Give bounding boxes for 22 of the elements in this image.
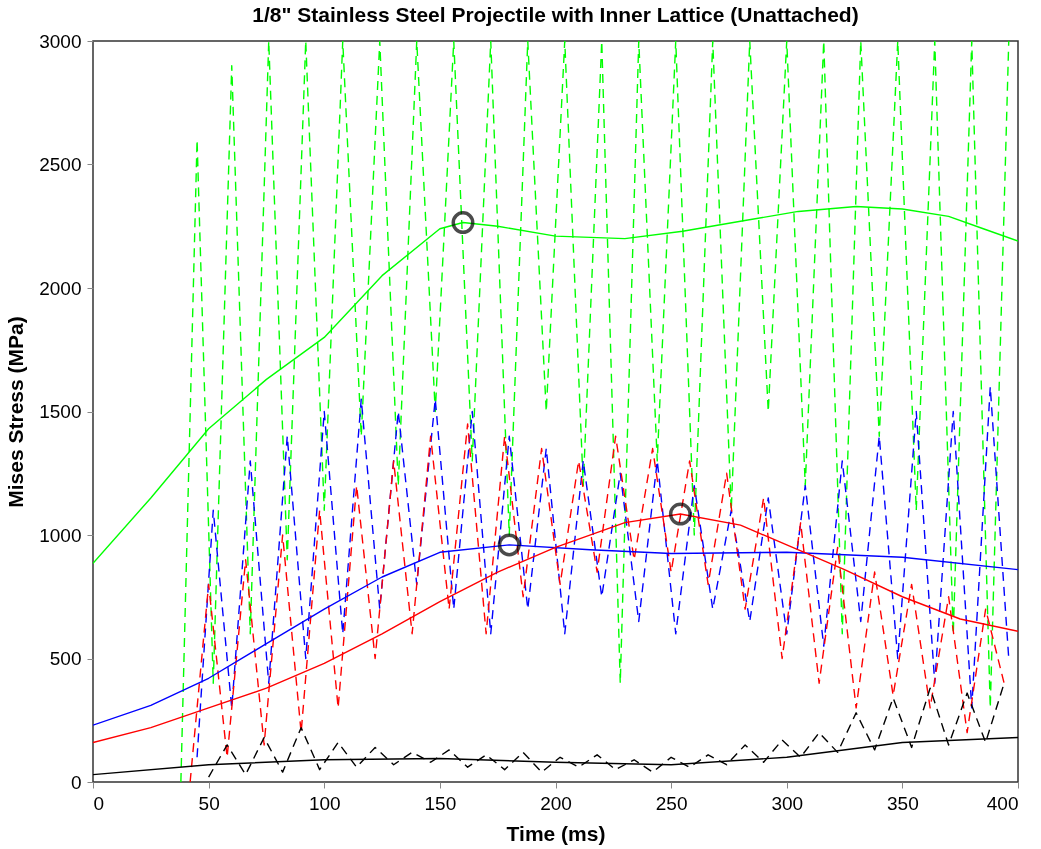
x-tick-label: 100 xyxy=(308,792,341,814)
point xyxy=(497,533,521,557)
x-tick-label: 350 xyxy=(887,792,919,814)
x-tick-label: 150 xyxy=(424,792,457,814)
chart-title: 1/8" Stainless Steel Projectile with Inner Lattice (Unattached) xyxy=(252,3,859,26)
point xyxy=(668,502,692,526)
x-tick-label: 200 xyxy=(540,792,572,814)
y-tick-label: 3000 xyxy=(39,30,82,52)
y-tick-label: 1000 xyxy=(39,524,82,546)
x-tick-label: 250 xyxy=(655,792,688,814)
x-tick-label: 50 xyxy=(198,792,220,814)
y-tick-label: 500 xyxy=(49,648,82,669)
y-tick-label: 2500 xyxy=(39,154,82,175)
x-tick-label: 400 xyxy=(986,792,1019,814)
y-tick-label: 1500 xyxy=(39,401,82,422)
y-tick-label: 0 xyxy=(70,771,82,793)
x-axis-title: Time (ms) xyxy=(506,821,606,845)
point xyxy=(451,211,475,235)
y-tick-label: 2000 xyxy=(39,277,82,299)
y-axis-title: Mises Stress (MPa) xyxy=(4,316,28,508)
x-tick-label: 300 xyxy=(771,792,804,814)
x-tick-label: 0 xyxy=(93,792,105,814)
